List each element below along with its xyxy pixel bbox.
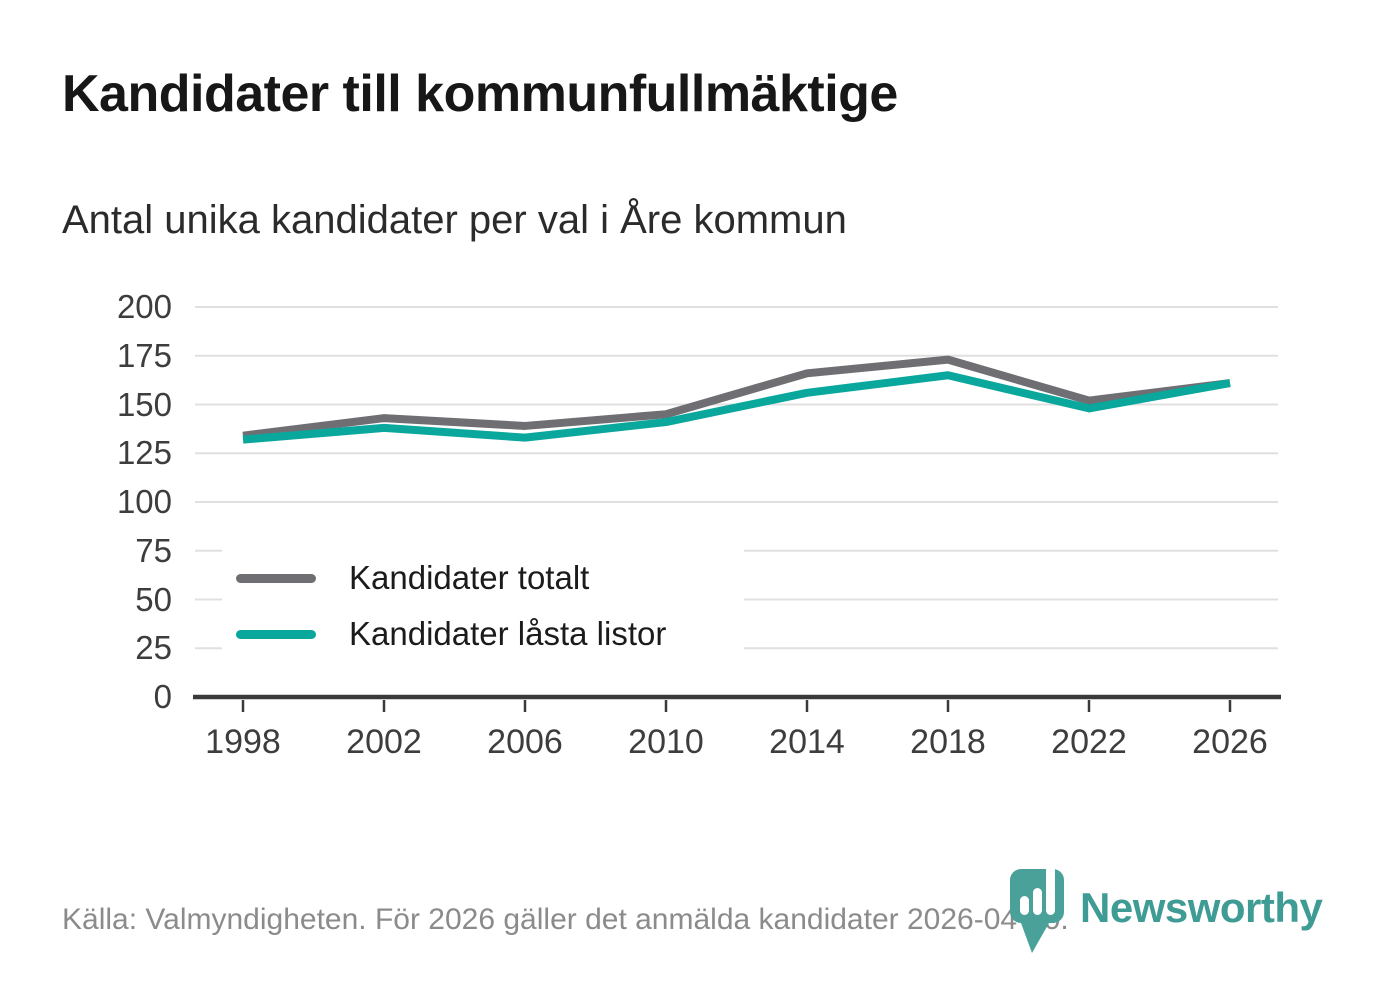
legend: Kandidater totalt Kandidater låsta listo…: [222, 546, 744, 668]
x-tick-label: 2006: [487, 723, 563, 761]
legend-swatch-totalt: [236, 573, 316, 583]
x-tick-label: 2014: [769, 723, 845, 761]
chart-subtitle: Antal unika kandidater per val i Åre kom…: [62, 198, 847, 242]
y-tick-label: 125: [116, 434, 172, 472]
newsworthy-logo: Newsworthy: [1008, 866, 1323, 958]
source-note: Källa: Valmyndigheten. För 2026 gäller d…: [62, 903, 1069, 936]
y-tick-label: 200: [116, 288, 172, 325]
series-line-1: [242, 371, 1231, 444]
legend-swatch-lasta-listor: [236, 629, 316, 639]
x-tick-label: 2018: [910, 723, 986, 761]
legend-item-lasta-listor: Kandidater låsta listor: [236, 606, 744, 662]
y-tick-label: 100: [116, 483, 172, 520]
legend-label-lasta-listor: Kandidater låsta listor: [349, 615, 667, 652]
y-tick-label: 0: [153, 678, 172, 715]
chart-title: Kandidater till kommunfullmäktige: [62, 65, 898, 123]
legend-label-totalt: Kandidater totalt: [349, 559, 590, 596]
y-tick-label: 150: [116, 385, 172, 423]
x-tick-label: 2010: [628, 723, 704, 761]
x-tick-label: 2022: [1051, 723, 1127, 761]
newsworthy-wordmark: Newsworthy: [1080, 884, 1323, 931]
x-tick-label: 2002: [346, 723, 422, 761]
y-tick-label: 50: [135, 580, 172, 618]
y-tick-label: 75: [135, 531, 172, 569]
legend-item-totalt: Kandidater totalt: [236, 550, 744, 606]
series-line-0: [242, 355, 1231, 440]
y-tick-label: 175: [116, 336, 172, 374]
x-tick-label: 1998: [205, 723, 281, 761]
y-tick-label: 25: [135, 629, 172, 667]
newsworthy-pin-icon: [1010, 866, 1064, 953]
x-tick-label: 2026: [1192, 723, 1268, 761]
